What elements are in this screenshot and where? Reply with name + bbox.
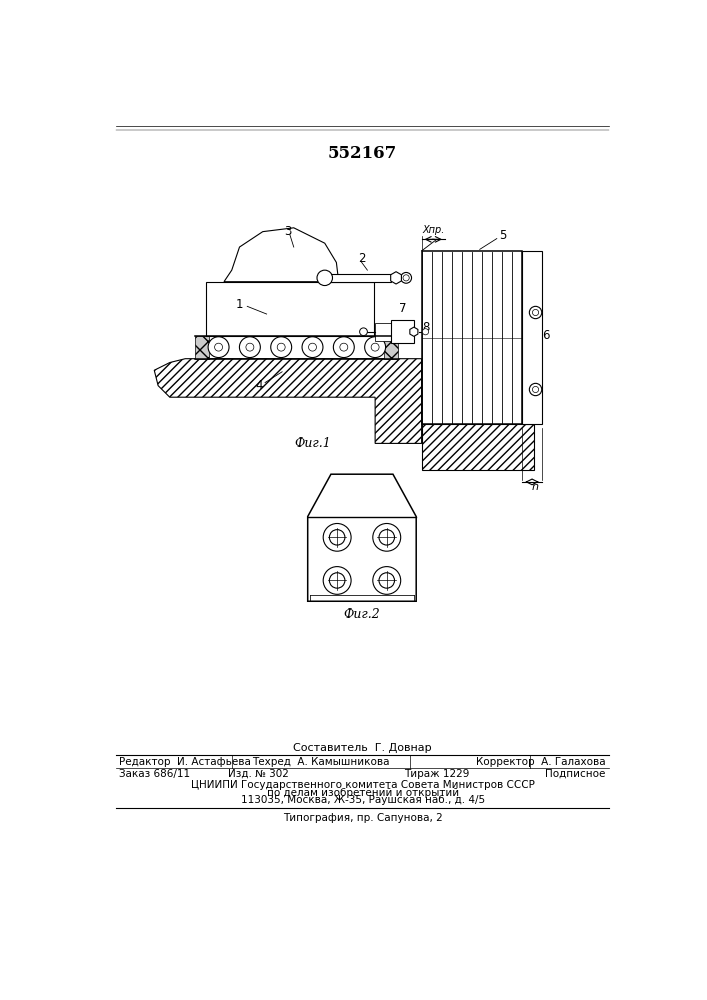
Circle shape [532,309,539,316]
Text: Фиг.1: Фиг.1 [295,437,332,450]
Circle shape [334,337,354,358]
Polygon shape [195,336,209,359]
Circle shape [329,573,345,588]
Circle shape [277,343,285,351]
Polygon shape [206,282,373,336]
Polygon shape [375,323,391,341]
Text: Фиг.2: Фиг.2 [344,608,380,621]
Text: Техред  А. Камышникова: Техред А. Камышникова [252,757,390,767]
Text: ЦНИИПИ Государственного комитета Совета Министров СССР: ЦНИИПИ Государственного комитета Совета … [191,780,534,790]
Text: Подписное: Подписное [545,769,605,779]
Circle shape [308,343,317,351]
Text: Типография, пр. Сапунова, 2: Типография, пр. Сапунова, 2 [283,813,443,823]
Text: 4: 4 [255,379,262,392]
Text: 552167: 552167 [328,145,397,162]
Polygon shape [224,228,339,282]
Polygon shape [329,274,391,282]
Circle shape [323,523,351,551]
Text: по делам изобретений и открытий: по делам изобретений и открытий [267,788,459,798]
Circle shape [530,306,542,319]
Text: Хпр.: Хпр. [422,225,445,235]
Text: h: h [532,482,539,492]
Text: Составитель  Г. Довнар: Составитель Г. Довнар [293,743,432,753]
Circle shape [401,272,411,283]
Text: Корректор  А. Галахова: Корректор А. Галахова [476,757,605,767]
Circle shape [317,270,332,286]
Circle shape [340,343,348,351]
Text: Тираж 1229: Тираж 1229 [404,769,470,779]
Polygon shape [421,424,534,470]
Polygon shape [522,251,542,424]
Polygon shape [154,359,421,443]
Circle shape [373,523,401,551]
Circle shape [365,337,385,358]
Text: 5: 5 [499,229,507,242]
Text: 113035, Москва, Ж-35, Раушская наб., д. 4/5: 113035, Москва, Ж-35, Раушская наб., д. … [240,795,485,805]
Polygon shape [410,327,418,336]
Circle shape [532,386,539,393]
Circle shape [371,343,379,351]
Circle shape [240,337,260,358]
Polygon shape [391,320,414,343]
Text: 3: 3 [285,225,292,238]
Text: 8: 8 [422,321,429,334]
Text: 6: 6 [542,329,549,342]
Polygon shape [385,336,398,359]
Text: Редактор  И. Астафьева: Редактор И. Астафьева [119,757,251,767]
Circle shape [373,567,401,594]
Text: Изд. № 302: Изд. № 302 [228,769,289,779]
Circle shape [329,530,345,545]
Circle shape [215,343,223,351]
Circle shape [530,383,542,396]
Circle shape [302,337,323,358]
Circle shape [379,530,395,545]
Circle shape [246,343,254,351]
Polygon shape [391,272,402,284]
Circle shape [323,567,351,594]
Polygon shape [308,474,416,601]
Polygon shape [421,251,522,424]
Text: Заказ 686/11: Заказ 686/11 [119,769,190,779]
Circle shape [271,337,292,358]
Circle shape [360,328,368,336]
Circle shape [422,329,428,335]
Circle shape [379,573,395,588]
Text: 1: 1 [235,298,243,311]
Text: 7: 7 [399,302,406,315]
Circle shape [208,337,229,358]
Text: 2: 2 [358,252,366,265]
Circle shape [403,275,409,281]
